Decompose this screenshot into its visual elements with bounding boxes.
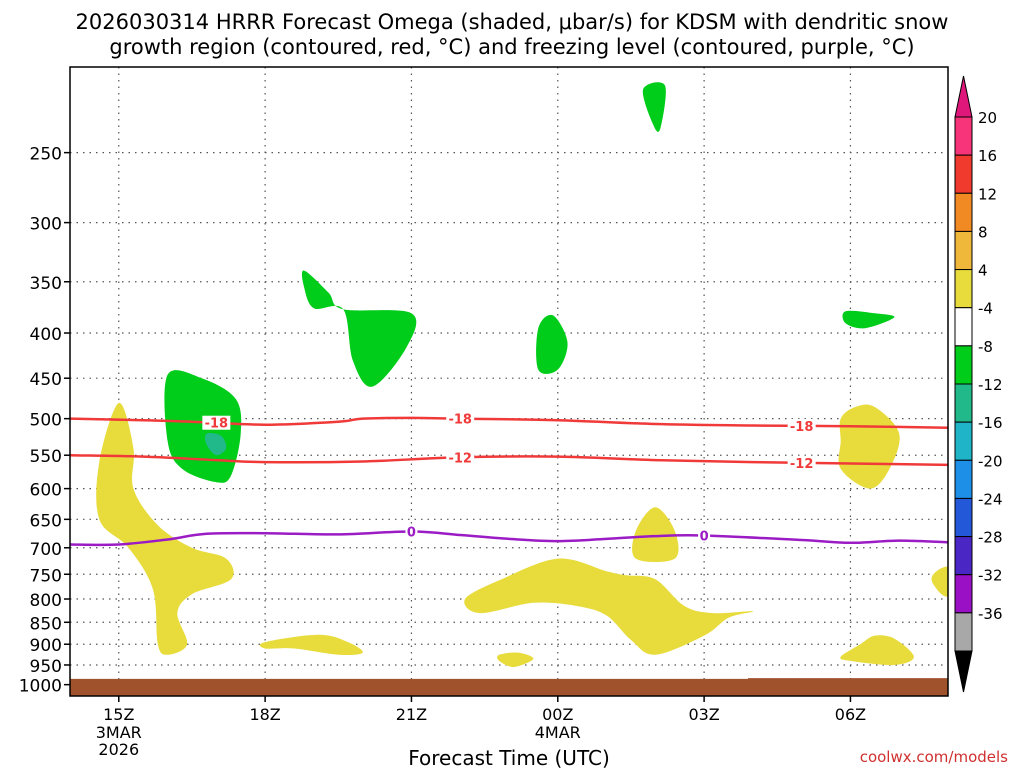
colorbar-bin — [954, 574, 973, 614]
chart-title-line2: growth region (contoured, red, °C) and f… — [109, 35, 914, 59]
contour-line-0 — [70, 530, 948, 547]
x-tick-label-18z: 18Z — [249, 705, 280, 724]
plot-area: -18 -18 -18 -12 -12 0 0 — [69, 66, 949, 697]
contour-label-bg — [202, 415, 231, 430]
colorbar-bin — [954, 459, 973, 499]
x-tick-year: 2026 — [98, 740, 139, 759]
colorbar-label: -16 — [978, 414, 1003, 432]
y-tick-label-600: 600 — [30, 481, 62, 501]
colorbar-label: -4 — [978, 300, 993, 318]
contour-label-minus18: -18 — [790, 420, 814, 435]
grid-lines — [70, 67, 948, 696]
colorbar-label: 4 — [978, 262, 988, 280]
colorbar-label: 16 — [978, 147, 997, 165]
plot-frame — [69, 66, 949, 697]
omega-region-6 — [842, 310, 895, 329]
colorbar-label: -36 — [978, 605, 1003, 623]
omega-region-9 — [497, 652, 534, 668]
y-tick-label-400: 400 — [30, 325, 62, 345]
colorbar-bin — [954, 345, 973, 385]
colorbar-label: -8 — [978, 338, 993, 356]
colorbar-bin — [954, 269, 973, 309]
colorbar-bin — [954, 230, 973, 271]
colorbar-bin — [954, 192, 973, 232]
contour-label-bg — [787, 418, 816, 433]
y-tick-label-500: 500 — [30, 411, 62, 431]
y-tick-label-750: 750 — [30, 566, 62, 586]
y-tick-label-300: 300 — [30, 215, 62, 235]
contour-label-minus18: -18 — [448, 413, 472, 428]
colorbar-bin — [954, 383, 973, 423]
contour-label-bg — [787, 455, 816, 470]
y-axis: 2503003504004505005506006507007508008509… — [19, 145, 70, 697]
contour-label-minus12: -12 — [790, 457, 814, 472]
x-tick-label-21z: 21Z — [396, 705, 427, 724]
chart-title-line1: 2026030314 HRRR Forecast Omega (shaded, … — [76, 10, 949, 34]
y-tick-label-950: 950 — [30, 657, 62, 677]
y-tick-label-800: 800 — [30, 591, 62, 611]
omega-region-8 — [259, 634, 363, 655]
colorbar-bin — [954, 116, 973, 156]
colorbar-label: -32 — [978, 567, 1003, 585]
y-tick-label-550: 550 — [30, 447, 62, 467]
omega-region-13 — [840, 635, 914, 666]
colorbar-label: -28 — [978, 529, 1003, 547]
colorbar-bin — [954, 536, 973, 576]
y-tick-label-900: 900 — [30, 636, 62, 656]
colorbar: 20 16 12 8 4 -4 -8 -12 -16 -20 -24 -28 -32 -36 — [954, 75, 1003, 693]
colorbar-label: 12 — [978, 185, 997, 203]
contour-label-bg — [446, 411, 475, 426]
x-tick-label-03z: 03Z — [688, 705, 719, 724]
y-tick-label-850: 850 — [30, 614, 62, 634]
omega-region-3 — [301, 270, 417, 387]
colorbar-label: -12 — [978, 376, 1003, 394]
colorbar-bottom-arrow — [954, 650, 973, 693]
omega-region-7 — [96, 402, 234, 655]
contour-label-minus18: -18 — [205, 417, 229, 432]
contour-label-minus12: -12 — [448, 451, 472, 466]
colorbar-top-arrow — [954, 75, 973, 118]
colorbar-label: -20 — [978, 452, 1003, 470]
colorbar-label: 20 — [978, 109, 997, 127]
omega-region-10 — [464, 558, 754, 655]
colorbar-bin — [954, 497, 973, 538]
contour-label-bg — [405, 524, 418, 539]
colorbar-bin — [954, 154, 973, 194]
contour-label-bg — [446, 450, 475, 465]
omega-region-14 — [931, 566, 948, 597]
x-tick-label-00z: 00Z — [542, 705, 573, 724]
contour-label-bg — [698, 528, 711, 543]
x-axis-title: Forecast Time (UTC) — [408, 746, 610, 768]
watermark: coolwx.com/models — [860, 748, 1008, 766]
colorbar-bin — [954, 421, 973, 461]
contour-lines: -18 -18 -18 -12 -12 0 0 — [70, 411, 948, 547]
omega-region-11 — [632, 507, 679, 563]
ground-fill — [70, 678, 948, 696]
colorbar-bin — [954, 307, 973, 347]
contour-label-0: 0 — [700, 530, 709, 545]
contour-line-minus18 — [70, 416, 948, 429]
colorbar-bin — [954, 612, 973, 652]
y-tick-label-250: 250 — [30, 145, 62, 165]
ground-surface — [70, 678, 948, 696]
x-tick-date: 4MAR — [535, 723, 581, 742]
y-tick-label-450: 450 — [30, 370, 62, 390]
x-tick-label-15z: 15Z — [103, 705, 134, 724]
x-tick-label-06z: 06Z — [835, 705, 866, 724]
y-tick-label-700: 700 — [30, 540, 62, 560]
y-tick-label-1000: 1000 — [19, 677, 62, 697]
contour-label-0: 0 — [407, 526, 416, 541]
omega-region-4 — [536, 314, 568, 374]
colorbar-label: -24 — [978, 490, 1003, 508]
omega-region-2 — [205, 433, 227, 456]
omega-region-5 — [642, 82, 666, 132]
x-tick-date: 3MAR — [96, 723, 142, 742]
y-tick-label-650: 650 — [30, 511, 62, 531]
y-tick-label-350: 350 — [30, 274, 62, 294]
colorbar-label: 8 — [978, 223, 988, 241]
